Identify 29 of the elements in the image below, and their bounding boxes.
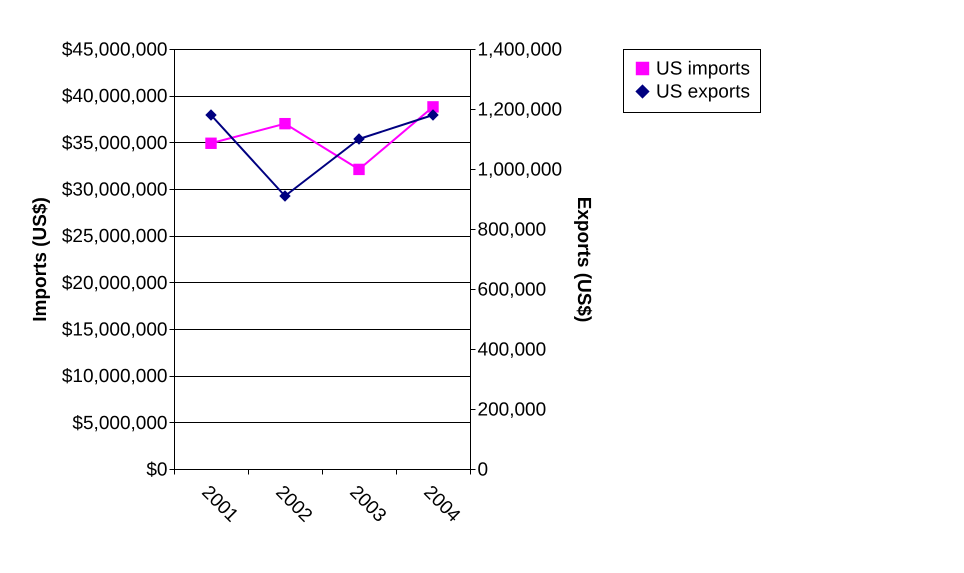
point [353, 133, 365, 145]
y-tick-label: $20,000,000 [62, 272, 168, 294]
y-tick-label: $35,000,000 [62, 132, 168, 154]
y2-tick-label: 1,200,000 [478, 100, 562, 120]
point [427, 109, 439, 121]
y-tick-label: $25,000,000 [62, 226, 168, 248]
legend-label: US imports [656, 58, 750, 80]
y2-tick-label: 600,000 [478, 280, 546, 300]
y-tick-label: $30,000,000 [62, 180, 168, 200]
y2-tick-label: 0 [478, 460, 488, 480]
y2-tick-label: 1,000,000 [478, 160, 562, 180]
y-tick-label: $45,000,000 [62, 40, 168, 60]
legend-label: US exports [656, 82, 750, 102]
point [353, 164, 365, 176]
y2-axis-title: Exports (US$) [573, 196, 594, 322]
y-tick-label: $10,000,000 [62, 366, 168, 388]
point [205, 138, 217, 149]
y2-tick-label: 800,000 [478, 220, 546, 240]
y-tick-label: $40,000,000 [62, 86, 168, 108]
point [279, 190, 291, 202]
point [279, 118, 291, 130]
y2-tick-label: 1,400,000 [478, 40, 562, 60]
y-tick-label: $5,000,000 [72, 412, 168, 434]
point [205, 109, 217, 121]
y2-tick-label: 400,000 [478, 340, 546, 360]
y-axis-title: Imports (US$) [30, 197, 51, 322]
y-tick-label: $15,000,000 [62, 320, 168, 340]
y-tick-label: $0 [146, 460, 168, 480]
y2-tick-label: 200,000 [478, 400, 546, 420]
